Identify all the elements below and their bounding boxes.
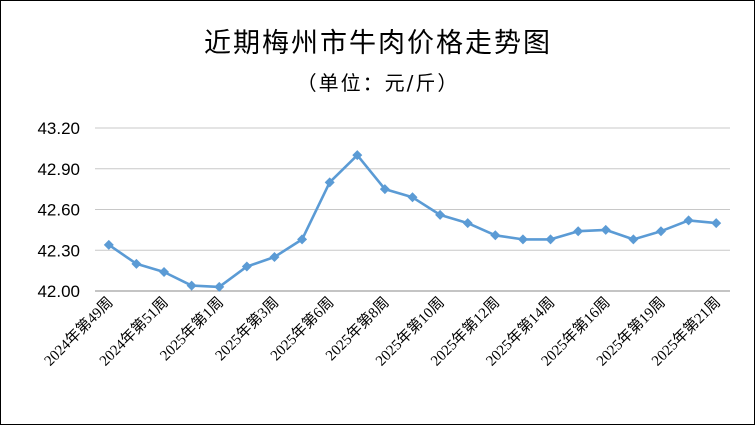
data-point xyxy=(655,226,666,237)
y-tick-label: 42.90 xyxy=(37,160,80,179)
data-point xyxy=(545,234,556,245)
data-point xyxy=(159,266,170,277)
y-tick-label: 42.30 xyxy=(37,241,80,260)
data-point xyxy=(490,230,501,241)
data-point xyxy=(407,192,418,203)
y-tick-label: 42.60 xyxy=(37,201,80,220)
y-axis-ticks: 42.00 42.30 42.60 42.90 43.20 xyxy=(37,119,80,301)
data-point xyxy=(131,258,142,269)
data-point xyxy=(186,280,197,291)
y-tick-label: 42.00 xyxy=(37,282,80,301)
data-point xyxy=(683,215,694,226)
series-line xyxy=(108,153,717,289)
data-point xyxy=(352,150,363,161)
data-point xyxy=(711,218,722,229)
series-layer xyxy=(103,150,722,292)
data-point xyxy=(269,252,280,263)
grid-lines xyxy=(95,127,730,292)
data-point xyxy=(435,209,446,220)
y-tick-label: 43.20 xyxy=(37,119,80,138)
chart-title: 近期梅州市牛肉价格走势图 xyxy=(204,28,552,59)
data-point xyxy=(517,234,528,245)
data-point xyxy=(103,239,114,250)
data-point xyxy=(214,281,225,292)
data-point xyxy=(573,226,584,237)
data-point xyxy=(324,177,335,188)
data-point xyxy=(379,184,390,195)
x-axis-ticks: 2024年第49周2024年第51周2025年第1周2025年第3周2025年第… xyxy=(40,293,724,369)
data-point xyxy=(462,218,473,229)
data-point xyxy=(297,234,308,245)
data-point xyxy=(241,261,252,272)
data-point xyxy=(628,234,639,245)
chart-subtitle: （单位：元/斤） xyxy=(297,71,460,95)
data-point xyxy=(600,224,611,235)
